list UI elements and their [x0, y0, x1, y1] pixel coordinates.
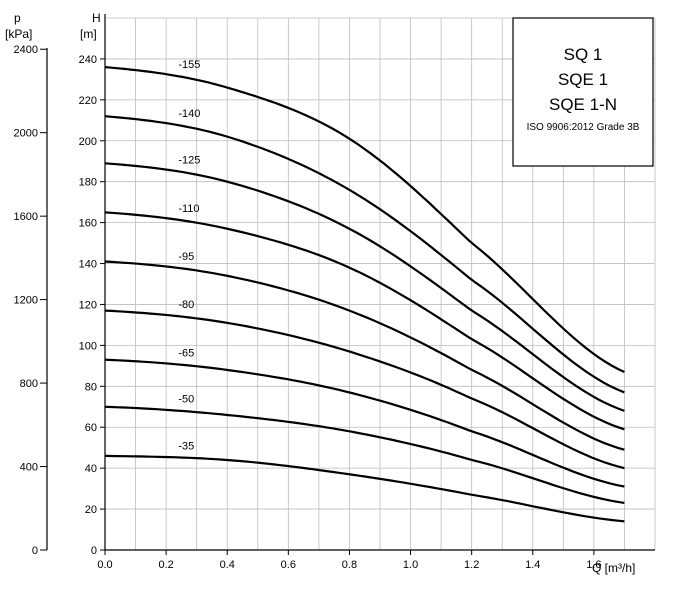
curve-label: -125: [178, 154, 200, 166]
h-tick-label: 120: [79, 299, 97, 311]
p-axis-unit-bracket: [kPa]: [5, 27, 32, 41]
h-tick-label: 80: [85, 381, 97, 393]
curve-label: -110: [178, 203, 199, 215]
h-tick-labels: 0 20 40 60 80 100 120 140 160 180 200 220 240: [79, 54, 97, 557]
curve-label: -50: [178, 394, 194, 406]
title-line-2: SQE 1: [558, 70, 608, 89]
title-line-3: SQE 1-N: [549, 95, 617, 114]
curve-label: -65: [178, 347, 194, 359]
p-tick-label: 1200: [14, 295, 38, 307]
curve-minus110: [104, 211, 625, 431]
p-tick-label: 2000: [14, 128, 38, 140]
curve-minus65: [104, 358, 625, 488]
x-tick-label: 0.2: [158, 559, 173, 571]
h-tick-label: 60: [85, 422, 97, 434]
h-tick-label: 220: [79, 95, 97, 107]
h-tick-label: 0: [91, 545, 97, 557]
curve-minus125: [104, 162, 625, 412]
curve-labels: -155 -140 -125 -110 -95 -80 -65 -50 -35: [178, 59, 200, 452]
h-tick-label: 160: [79, 218, 97, 230]
x-tick-label: 0.8: [342, 559, 357, 571]
curve-label: -95: [178, 251, 194, 263]
curve-label: -140: [178, 108, 200, 120]
x-tick-label: 0.4: [220, 559, 235, 571]
title-note: ISO 9906:2012 Grade 3B: [527, 122, 640, 133]
curve-label: -35: [178, 440, 194, 452]
p-tick-label: 1600: [14, 211, 38, 223]
curve-minus95: [104, 260, 625, 451]
x-tick-label: 1.6: [586, 559, 601, 571]
curves: [104, 66, 625, 523]
p-tick-label: 400: [20, 462, 38, 474]
p-tick-label: 2400: [14, 44, 38, 56]
title-box-frame: [512, 17, 654, 167]
grid: [104, 17, 656, 551]
h-axis-unit-bracket: [m]: [80, 27, 97, 41]
curve-minus50: [104, 405, 625, 504]
x-tick-label: 0.0: [97, 559, 112, 571]
h-tick-label: 200: [79, 136, 97, 148]
x-tick-label: 0.6: [281, 559, 296, 571]
curve-label: -155: [178, 59, 200, 71]
h-axis-unit: H: [92, 11, 101, 25]
curve-minus80: [104, 309, 625, 470]
x-tick-label: 1.2: [464, 559, 479, 571]
p-tick-labels: 0 400 800 1200 1600 2000 2400: [14, 44, 38, 557]
title-line-1: SQ 1: [564, 45, 603, 64]
h-tick-label: 100: [79, 340, 97, 352]
x-axis-label: Q [m³/h]: [592, 561, 635, 575]
title-box: SQ 1 SQE 1 SQE 1-N ISO 9906:2012 Grade 3…: [512, 17, 654, 167]
curve-label: -80: [178, 299, 194, 311]
h-tick-label: 180: [79, 177, 97, 189]
p-axis-unit: p: [14, 11, 21, 25]
x-tick-label: 1.0: [403, 559, 418, 571]
h-tick-label: 140: [79, 259, 97, 271]
curve-minus155: [104, 66, 625, 373]
h-tick-label: 20: [85, 504, 97, 516]
x-tick-label: 1.4: [525, 559, 540, 571]
curve-minus140: [104, 115, 625, 394]
h-tick-label: 240: [79, 54, 97, 66]
curve-minus35: [104, 454, 625, 523]
x-tick-labels: 0.0 0.2 0.4 0.6 0.8 1.0 1.2 1.4 1.6: [97, 559, 601, 571]
axes: [40, 14, 655, 555]
p-tick-label: 800: [20, 378, 38, 390]
h-tick-label: 40: [85, 463, 97, 475]
p-tick-label: 0: [32, 545, 38, 557]
